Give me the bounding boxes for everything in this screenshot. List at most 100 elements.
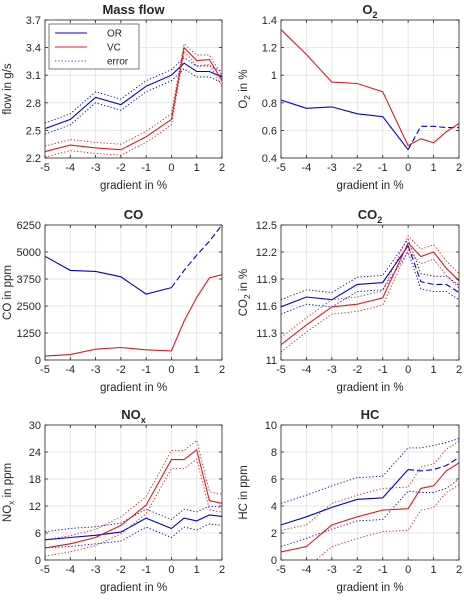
plot-area — [281, 438, 459, 560]
y-tick-label: 18 — [29, 474, 41, 486]
chart-panel-0: -5 -4 -3 -2 -1 0 1 2 2.2 2.5 2.8 3.1 3.4 3.7 Mass flow… — [2, 2, 225, 192]
y-tick-label: 0.4 — [262, 153, 277, 165]
y-tick-label: 24 — [29, 447, 41, 459]
series-line-or — [45, 255, 172, 295]
x-tick-label: -3 — [327, 364, 337, 376]
y-tick-label: 12.2 — [256, 247, 277, 259]
series-line-or — [45, 62, 222, 130]
y-tick-label: 30 — [29, 420, 41, 432]
axes-frame — [280, 224, 460, 361]
y-tick-label: 12.5 — [256, 220, 277, 232]
axes-frame — [280, 19, 460, 159]
x-tick-label: -1 — [378, 564, 388, 576]
series-line-or — [281, 469, 409, 526]
x-tick-label: -5 — [276, 162, 286, 174]
x-tick-label: 0 — [168, 162, 174, 174]
y-tick-label: 1.4 — [262, 15, 277, 27]
plot-area — [45, 43, 222, 158]
error-band-or-lower — [45, 68, 222, 135]
x-tick-label: -4 — [65, 162, 75, 174]
y-tick-label: 1.2 — [262, 43, 277, 55]
x-axis-label: gradient in % — [100, 180, 167, 192]
y-tick-label: 0 — [35, 555, 41, 567]
legend-label-error: error — [107, 57, 129, 68]
plot-area — [45, 225, 222, 357]
x-tick-label: -4 — [65, 564, 75, 576]
chart-title: CO2 — [358, 207, 383, 225]
chart-panel-5: -5 -4 -3 -2 -1 0 1 2 0 2 4 6 8 10 HC gradient in % HC in… — [238, 407, 462, 594]
y-tick-label: 0 — [271, 555, 277, 567]
x-tick-label: -5 — [276, 364, 286, 376]
error-band-vc-lower — [281, 249, 459, 353]
y-tick-label: 10 — [265, 420, 277, 432]
y-tick-label: 2.2 — [26, 153, 41, 165]
series-line-or — [281, 245, 409, 308]
x-tick-label: -2 — [352, 162, 362, 174]
x-tick-label: -2 — [116, 364, 126, 376]
y-tick-label: 2500 — [17, 301, 41, 313]
chart-title: Mass flow — [102, 2, 165, 17]
x-tick-label: -3 — [327, 564, 337, 576]
series-line-or — [281, 99, 409, 151]
y-tick-label: 11.3 — [256, 328, 277, 340]
chart-title: O2 — [362, 2, 377, 20]
x-tick-label: 1 — [431, 564, 437, 576]
error-band-or-upper — [281, 238, 459, 301]
x-axis-label: gradient in % — [100, 382, 167, 394]
x-tick-label: -4 — [302, 162, 312, 174]
series-line-vc — [281, 29, 459, 147]
x-tick-label: 1 — [194, 162, 200, 174]
y-tick-label: 3750 — [17, 274, 41, 286]
series-line-vc — [45, 274, 222, 357]
x-tick-label: -2 — [352, 364, 362, 376]
y-axis-label: NOx in ppm — [2, 463, 16, 522]
error-band-or-upper — [281, 438, 459, 504]
x-tick-label: -3 — [91, 162, 101, 174]
x-tick-label: 0 — [168, 364, 174, 376]
chart-panel-3: -5 -4 -3 -2 -1 0 1 2 11 11.3 11.6 11.9 12.2 12.5 CO2 gr… — [238, 207, 462, 394]
x-tick-label: 2 — [456, 162, 462, 174]
error-band-or-upper — [45, 57, 222, 124]
y-tick-label: 6250 — [17, 220, 41, 232]
x-tick-label: 1 — [431, 364, 437, 376]
error-band-or-lower — [45, 523, 222, 549]
y-axis-label: flow in g/s — [2, 63, 14, 114]
y-tick-label: 12 — [29, 501, 41, 513]
x-tick-label: -4 — [302, 364, 312, 376]
y-tick-label: 3.4 — [26, 43, 41, 55]
axes-frame — [44, 424, 223, 561]
x-tick-label: -1 — [378, 162, 388, 174]
series-line-or-extrapolated — [407, 245, 459, 293]
y-axis-label: CO2 in % — [238, 269, 252, 317]
y-tick-label: 3.7 — [26, 15, 41, 27]
x-tick-label: -5 — [276, 564, 286, 576]
chart-title: CO — [124, 207, 144, 222]
series-line-vc — [45, 448, 222, 549]
x-tick-label: 0 — [168, 564, 174, 576]
y-tick-label: 3.1 — [26, 70, 41, 82]
plot-area — [281, 235, 459, 353]
y-tick-label: 6 — [271, 474, 277, 486]
x-tick-label: 2 — [219, 162, 225, 174]
x-tick-label: 1 — [194, 564, 200, 576]
x-tick-label: 1 — [194, 364, 200, 376]
chart-title: NOx — [121, 407, 146, 425]
x-tick-label: -1 — [378, 364, 388, 376]
x-tick-label: 0 — [405, 564, 411, 576]
y-axis-label: CO in ppm — [2, 265, 14, 320]
y-tick-label: 1250 — [17, 328, 41, 340]
y-tick-label: 11.6 — [256, 301, 277, 313]
series-line-vc — [281, 462, 459, 553]
x-tick-label: -3 — [91, 364, 101, 376]
y-axis-label: O2 in % — [238, 69, 252, 108]
error-band-vc-upper — [281, 235, 459, 338]
y-tick-label: 0 — [35, 355, 41, 367]
y-tick-label: 4 — [271, 501, 277, 513]
y-tick-label: 0.8 — [262, 98, 277, 110]
y-tick-label: 1 — [271, 70, 277, 82]
legend-label-vc: VC — [107, 43, 121, 54]
x-axis-label: gradient in % — [336, 582, 403, 594]
x-tick-label: -5 — [40, 162, 50, 174]
